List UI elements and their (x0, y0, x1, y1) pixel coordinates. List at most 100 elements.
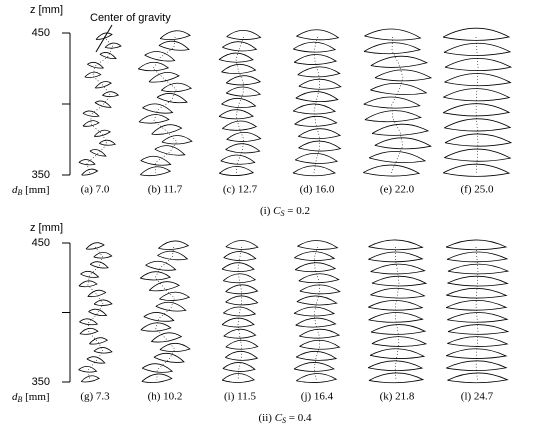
bubble (151, 124, 183, 135)
bubble (102, 91, 120, 98)
bubble (367, 360, 424, 372)
bubble (93, 347, 113, 354)
bubble (226, 29, 262, 40)
bubble (293, 54, 338, 65)
bubble (442, 163, 511, 177)
bubble (363, 96, 421, 109)
subscript: B (18, 188, 23, 197)
bubble (296, 373, 338, 383)
center-line (390, 36, 404, 174)
bubble (221, 97, 257, 109)
bubble (218, 52, 254, 63)
bubble (158, 40, 190, 51)
bubble (297, 66, 341, 78)
bubble (295, 317, 337, 328)
subscript: S (281, 209, 285, 218)
bubble (374, 69, 433, 82)
z-axis-label: z [mm] (30, 4, 63, 16)
bubble (218, 109, 254, 120)
bubble (94, 100, 112, 108)
bubble (157, 250, 189, 261)
bubble (225, 284, 259, 295)
bubble (293, 362, 335, 372)
bubble (89, 261, 109, 269)
z-tick-label: 350 (32, 376, 50, 388)
bubble (78, 280, 98, 288)
z-tick-label: 350 (32, 169, 50, 181)
symbol: C (273, 205, 281, 217)
subfigure-label: (f) 25.0 (461, 184, 494, 196)
bubble (371, 336, 428, 347)
bubble (222, 273, 257, 284)
center-line (313, 36, 321, 174)
bubble (225, 295, 259, 306)
rest: = 0.2 (285, 205, 310, 217)
bubble (444, 58, 513, 71)
bubble (137, 61, 170, 72)
subfigure-label: (k) 21.8 (380, 391, 415, 403)
bubble (442, 27, 511, 41)
center-line (394, 246, 400, 381)
bubble (225, 75, 262, 86)
bubble (370, 324, 427, 335)
bubble (369, 348, 426, 359)
bubble (371, 123, 430, 136)
bubble (370, 287, 426, 299)
center-line (475, 36, 479, 174)
bubble (151, 332, 183, 343)
bubble (161, 135, 193, 145)
subfigure-label: (a) 7.0 (81, 184, 110, 196)
bubble (84, 71, 102, 78)
bubble (139, 166, 172, 177)
bubble (447, 263, 510, 275)
bubble (442, 103, 511, 117)
bubble (374, 137, 432, 150)
bubble (294, 153, 339, 164)
caption: (ii) CS = 0.4 (258, 412, 312, 425)
bubble (292, 103, 337, 115)
bubble (445, 348, 508, 359)
bubble (81, 168, 99, 176)
bubble (148, 71, 180, 83)
symbol: C (275, 412, 283, 424)
bubble (295, 350, 338, 361)
bubble (225, 350, 259, 361)
subfigure-label: (i) 11.5 (224, 391, 256, 403)
annotation-pointer (95, 24, 113, 53)
bubble (159, 342, 191, 353)
bubble (363, 164, 421, 177)
bubble (221, 262, 255, 273)
bubble (223, 251, 257, 261)
bubble (144, 51, 176, 62)
bubble (221, 317, 255, 328)
bubble (79, 318, 99, 326)
bubble (159, 30, 191, 41)
bubble (88, 308, 108, 317)
bubble (99, 139, 117, 146)
z-tick-label: 450 (32, 27, 50, 39)
bubble (368, 372, 425, 384)
bubble (370, 83, 428, 96)
symbol: d (12, 184, 18, 196)
bubble (364, 110, 422, 123)
bubble (94, 81, 112, 89)
bubble (139, 271, 172, 281)
bubble (447, 324, 510, 335)
bubble (444, 148, 512, 162)
bubble (443, 88, 511, 102)
bubble (444, 133, 513, 147)
prefix: (ii) (258, 412, 274, 424)
bubble (444, 73, 512, 87)
unit: [mm] (22, 184, 49, 196)
bubble (225, 143, 261, 154)
bubble (140, 322, 172, 332)
bubble (447, 372, 509, 384)
subfigure-label: (l) 24.7 (461, 391, 494, 403)
bubble (368, 299, 424, 311)
bubble (295, 91, 339, 103)
bubble (293, 41, 337, 53)
bubble (446, 360, 508, 372)
bubble (226, 131, 262, 142)
bubble (87, 61, 105, 69)
bubble (93, 129, 111, 137)
